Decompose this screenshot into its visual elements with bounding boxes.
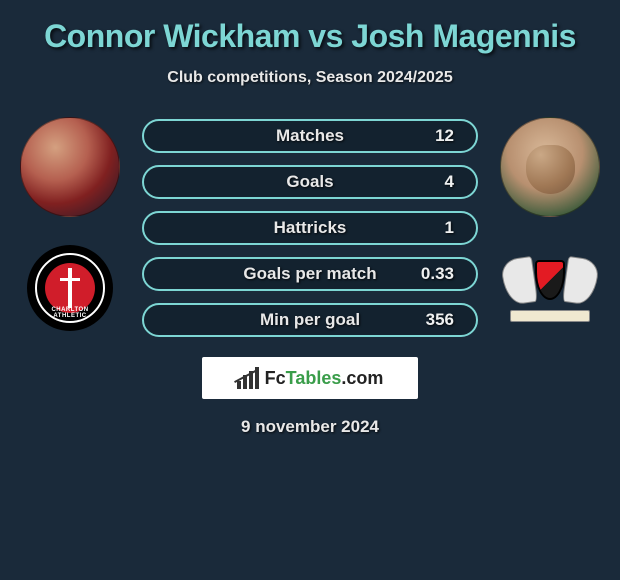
- page-title: Connor Wickham vs Josh Magennis: [44, 18, 576, 55]
- stat-row-min-per-goal: Min per goal 356: [142, 303, 478, 337]
- club-right-badge: [500, 245, 600, 331]
- player-right-column: [490, 117, 610, 331]
- charlton-badge-icon: CHARLTONATHLETIC: [27, 245, 113, 331]
- stat-row-goals: Goals 4: [142, 165, 478, 199]
- stat-right-value: 0.33: [421, 264, 454, 284]
- stats-column: Matches 12 Goals 4 Hattricks 1 Goals per…: [130, 119, 490, 337]
- main-area: CHARLTONATHLETIC Matches 12 Goals 4 Hatt…: [10, 117, 610, 337]
- player-right-avatar: [500, 117, 600, 217]
- stat-right-value: 356: [424, 310, 454, 330]
- exeter-badge-icon: [500, 248, 600, 328]
- stat-row-matches: Matches 12: [142, 119, 478, 153]
- player-left-column: CHARLTONATHLETIC: [10, 117, 130, 331]
- branding-text: FcTables.com: [265, 368, 384, 389]
- stat-right-value: 12: [424, 126, 454, 146]
- brand-prefix: Fc: [265, 368, 286, 388]
- bars-icon: [237, 367, 259, 389]
- page-subtitle: Club competitions, Season 2024/2025: [167, 69, 452, 87]
- brand-suffix: .com: [341, 368, 383, 388]
- player-left-avatar: [20, 117, 120, 217]
- stat-right-value: 4: [424, 172, 454, 192]
- stat-right-value: 1: [424, 218, 454, 238]
- stat-row-goals-per-match: Goals per match 0.33: [142, 257, 478, 291]
- comparison-card: Connor Wickham vs Josh Magennis Club com…: [0, 0, 620, 437]
- branding-box[interactable]: FcTables.com: [202, 357, 418, 399]
- footer-date: 9 november 2024: [241, 417, 379, 437]
- stat-row-hattricks: Hattricks 1: [142, 211, 478, 245]
- brand-main: Tables: [286, 368, 342, 388]
- club-left-badge: CHARLTONATHLETIC: [20, 245, 120, 331]
